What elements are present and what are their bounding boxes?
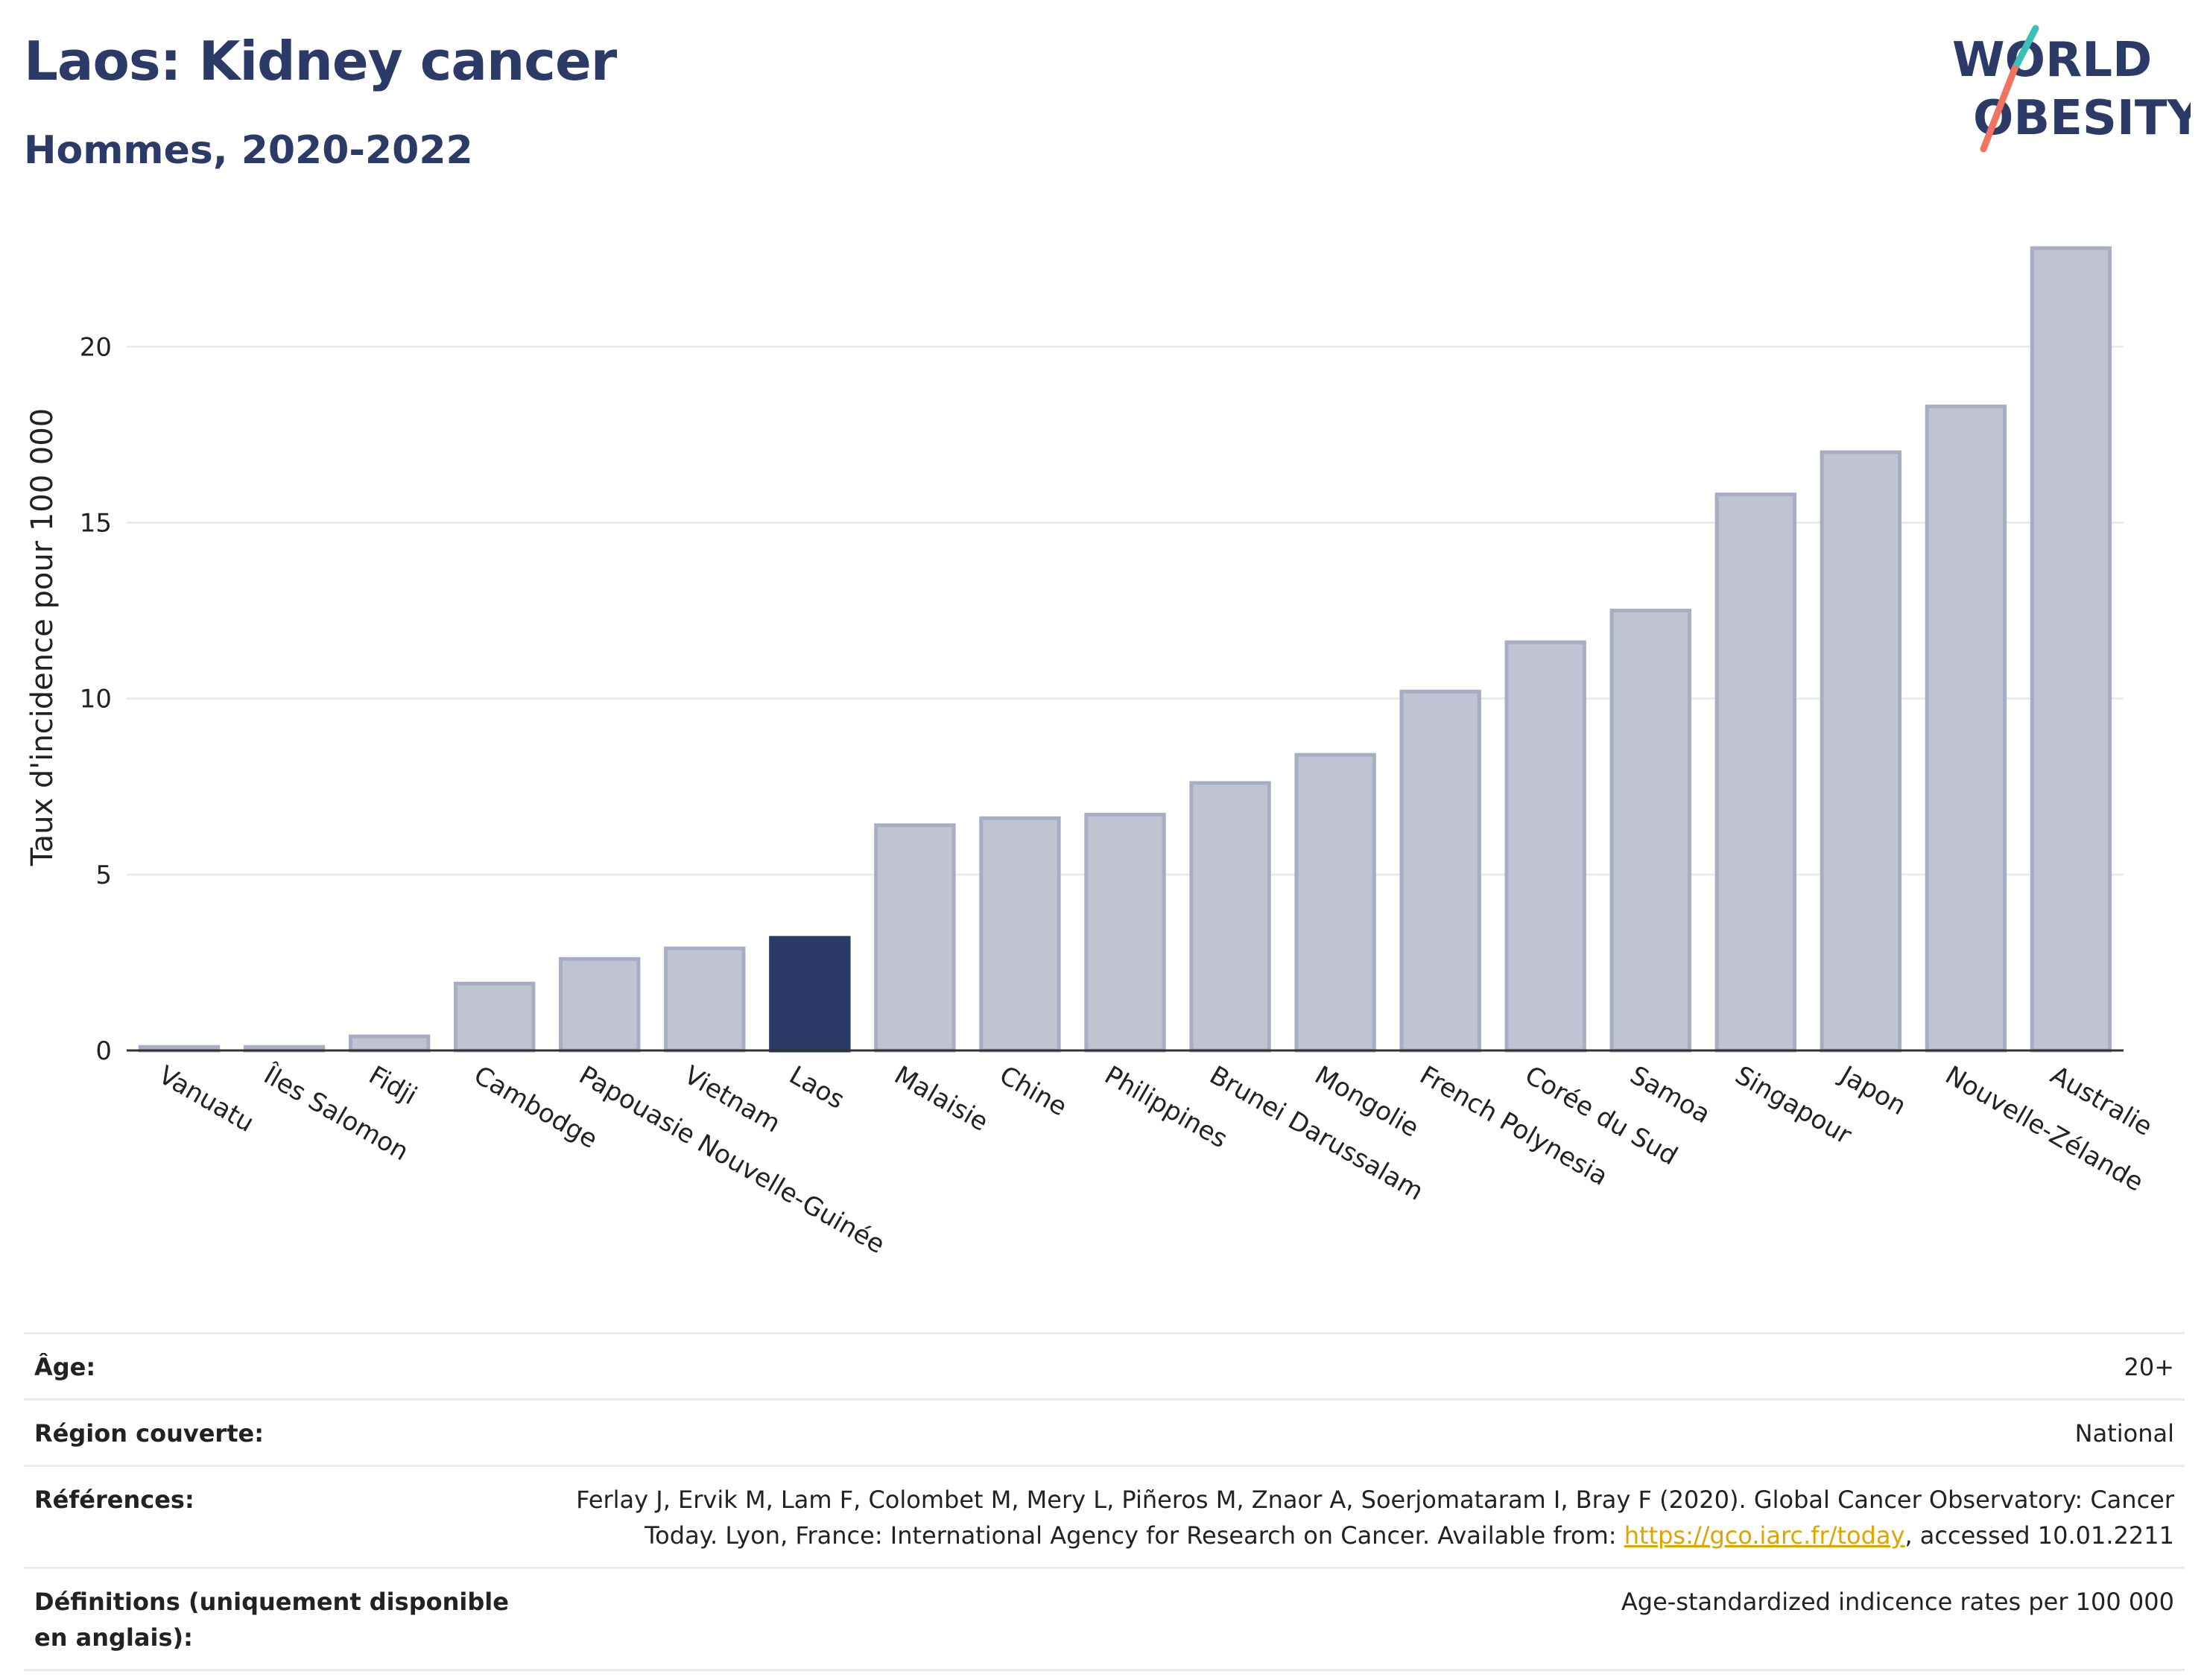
bar-cambodge[interactable] [453, 981, 536, 1053]
x-tick-label: Fidji [364, 1060, 422, 1111]
x-tick-label: Samoa [1625, 1060, 1715, 1129]
references-text: Ferlay J, Ervik M, Lam F, Colombet M, Me… [576, 1486, 2174, 1550]
bar-vietnam[interactable] [664, 946, 746, 1053]
x-tick-label: Laos [784, 1060, 849, 1115]
region-value: National [2074, 1419, 2174, 1448]
y-tick-label: 15 [80, 508, 112, 538]
x-tick-label: Chine [994, 1060, 1071, 1122]
chart-subtitle: Hommes, 2020-2022 [24, 128, 473, 173]
bar-brunei-darussalam[interactable] [1189, 781, 1271, 1053]
info-row-references: Références: Ferlay J, Ervik M, Lam F, Co… [24, 1465, 2185, 1567]
references-accessed: , accessed 10.01.2211 [1904, 1521, 2174, 1550]
bar-malaisie[interactable] [874, 823, 956, 1053]
bar-philippines[interactable] [1084, 813, 1166, 1053]
bar-cor-e-du-sud[interactable] [1504, 640, 1586, 1053]
bar-mongolie[interactable] [1294, 752, 1376, 1053]
x-tick-label: Singapour [1730, 1060, 1857, 1150]
x-tick-label: Vanuatu [153, 1060, 259, 1138]
x-tick-label: French Polynesia [1415, 1060, 1613, 1192]
bar-laos[interactable] [769, 936, 851, 1053]
definitions-label: Définitions (uniquement disponible en an… [34, 1588, 509, 1652]
x-tick-label: Nouvelle-Zélande [1940, 1060, 2148, 1197]
bar-nouvelle-z-lande[interactable] [1925, 405, 2007, 1053]
x-tick-label: Japon [1834, 1059, 1911, 1121]
logo-text-obesity: OBESITY [1973, 91, 2191, 146]
x-tick-label: Malaisie [889, 1060, 992, 1138]
bar-fidji[interactable] [348, 1034, 431, 1053]
references-link[interactable]: https://gco.iarc.fr/today [1624, 1521, 1905, 1550]
references-value: Ferlay J, Ervik M, Lam F, Colombet M, Me… [572, 1482, 2174, 1553]
world-obesity-logo: WORLD OBESITY [1952, 25, 2191, 153]
age-value: 20+ [2124, 1353, 2174, 1381]
y-tick-label: 5 [95, 860, 112, 890]
y-axis-title: Taux d'incidence pour 100 000 [25, 408, 60, 866]
references-label: Références: [34, 1486, 194, 1514]
logo-text-world: WORLD [1952, 33, 2152, 88]
bars [138, 246, 2112, 1053]
region-label: Région couverte: [34, 1419, 264, 1448]
age-label: Âge: [34, 1353, 96, 1381]
info-row-region: Région couverte: National [24, 1398, 2185, 1465]
logo-slash-coral [1980, 65, 2018, 153]
y-tick-label: 0 [95, 1036, 112, 1066]
bar-papouasie-nouvelle-guin-e[interactable] [559, 957, 641, 1053]
y-tick-label: 10 [80, 685, 112, 714]
bar-samoa[interactable] [1609, 609, 1691, 1053]
chart-title: Laos: Kidney cancer [24, 30, 617, 92]
info-row-definitions: Définitions (uniquement disponible en an… [24, 1567, 2185, 1671]
bar-singapour[interactable] [1714, 492, 1797, 1053]
bar-japon[interactable] [1820, 450, 1902, 1053]
y-tick-label: 20 [80, 332, 112, 362]
bar-chine[interactable] [979, 816, 1061, 1053]
bar-french-polynesia[interactable] [1399, 689, 1481, 1053]
info-row-age: Âge: 20+ [24, 1332, 2185, 1398]
bar-australie[interactable] [2030, 246, 2112, 1053]
definitions-value: Age-standardized indicence rates per 100… [1621, 1588, 2174, 1616]
info-table: Âge: 20+ Région couverte: National Référ… [24, 1332, 2185, 1671]
logo-slash-teal [2011, 25, 2039, 72]
